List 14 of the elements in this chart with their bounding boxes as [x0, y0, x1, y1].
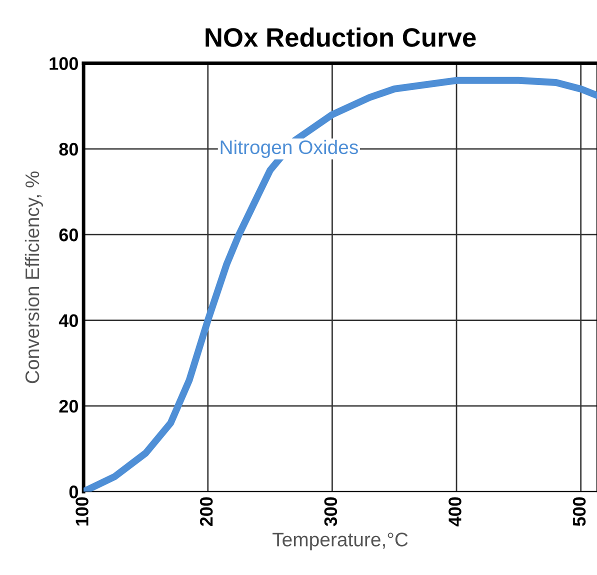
y-tick-label: 0 — [69, 486, 78, 498]
y-tick-label: 80 — [59, 142, 78, 156]
x-tick-label: 400 — [448, 497, 462, 526]
y-tick-label: 20 — [59, 400, 78, 413]
y-tick-label: 100 — [50, 57, 78, 70]
x-tick-label: 300 — [324, 497, 338, 526]
x-tick-label: 500 — [572, 497, 586, 526]
x-axis-title: Temperature,°C — [272, 532, 408, 550]
y-tick-label: 60 — [59, 228, 78, 242]
annotation: Nitrogen Oxides — [220, 140, 358, 158]
y-tick-label: 40 — [58, 314, 78, 327]
x-tick-label: 200 — [200, 497, 213, 526]
chart-title: NOx Reduction Curve — [206, 27, 476, 47]
y-axis-title: Conversion Efficiency, % — [24, 171, 44, 384]
